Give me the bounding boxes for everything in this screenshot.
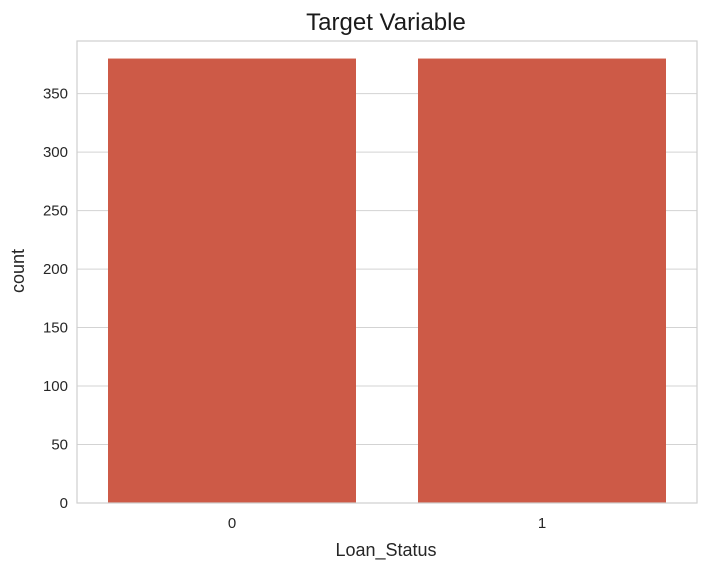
y-tick-label: 250 <box>43 203 68 220</box>
y-tick-label: 100 <box>43 378 68 395</box>
chart-title: Target Variable <box>306 9 466 36</box>
bar-0 <box>108 58 356 503</box>
y-axis-label: count <box>8 249 28 293</box>
y-tick-label: 50 <box>51 437 68 454</box>
x-tick-label: 1 <box>538 515 546 532</box>
x-tick-label: 0 <box>228 515 236 532</box>
y-tick-label: 150 <box>43 320 68 337</box>
y-tick-label: 300 <box>43 144 68 161</box>
y-tick-label: 200 <box>43 261 68 278</box>
bars <box>108 58 666 503</box>
y-tick-label: 350 <box>43 86 68 103</box>
x-axis-label: Loan_Status <box>335 540 436 561</box>
plot-frame <box>76 40 698 504</box>
bar-1 <box>418 58 666 503</box>
y-tick-label: 0 <box>60 495 68 512</box>
y-axis-ticks: 0 50 100 150 200 250 300 350 <box>43 86 68 512</box>
